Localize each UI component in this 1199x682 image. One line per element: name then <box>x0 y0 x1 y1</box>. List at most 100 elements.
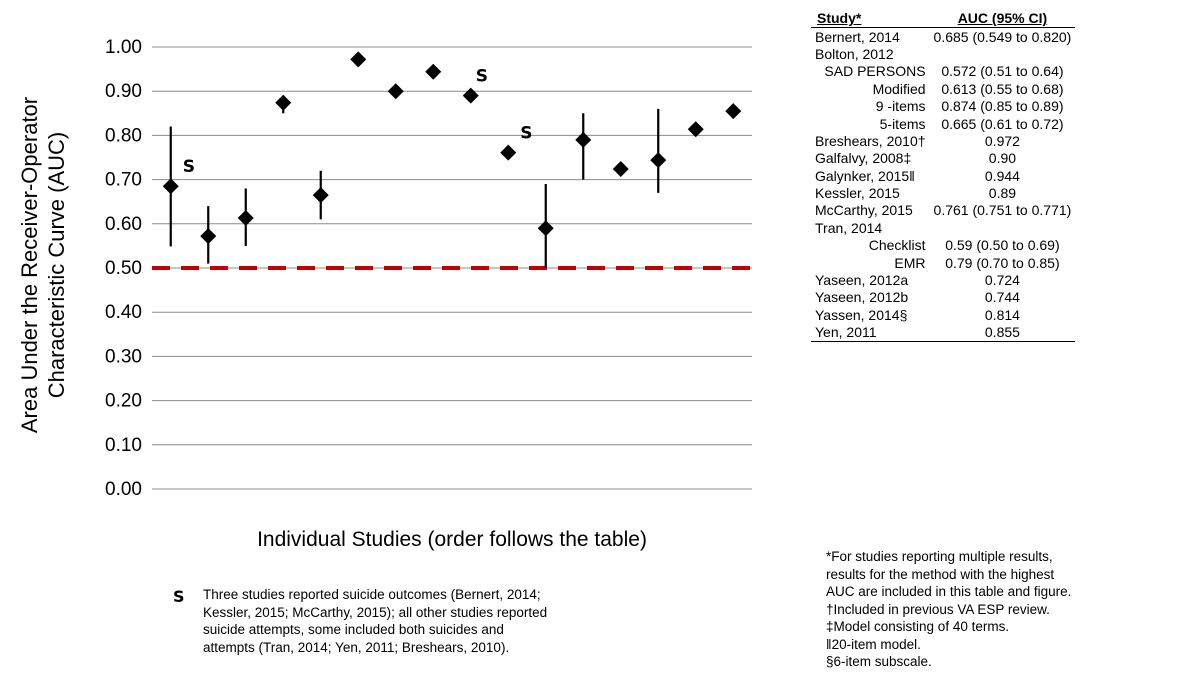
table-cell-auc: 0.744 <box>984 289 1020 306</box>
table-cell-study: Galfalvy, 2008‡ <box>815 150 912 167</box>
suicide-note-line: attempts (Tran, 2014; Yen, 2011; Breshea… <box>203 639 510 655</box>
table-cell-auc <box>930 46 1076 63</box>
table-row: Tran, 2014 <box>811 220 1075 237</box>
y-tick-label: 0.30 <box>105 346 142 367</box>
table-row: Yaseen, 2012a 0.724 <box>811 272 1075 289</box>
table-row: EMR 0.79 (0.70 to 0.85) <box>811 254 1075 271</box>
y-tick-label: 0.50 <box>105 258 142 279</box>
table-cell-study: Breshears, 2010† <box>815 132 926 149</box>
y-tick-label: 0.20 <box>105 391 142 412</box>
error-bars <box>169 95 660 268</box>
table-cell-auc: 0.685 (0.549 to 0.820) <box>933 28 1072 45</box>
suicide-note: S Three studies reported suicide outcome… <box>173 586 723 656</box>
data-point-diamond <box>500 144 517 161</box>
table-row: 9 -items 0.874 (0.85 to 0.89) <box>811 98 1075 115</box>
table-cell-auc <box>930 220 1076 237</box>
suicide-note-text: Three studies reported suicide outcomes … <box>203 586 723 656</box>
data-point-diamond <box>387 83 404 100</box>
y-tick-label: 0.80 <box>105 125 142 146</box>
data-point-diamond <box>162 178 179 195</box>
data-point-diamond <box>650 152 667 169</box>
header-study: Study* <box>811 10 930 29</box>
footnote: AUC are included in this table and figur… <box>826 584 1072 599</box>
footnote: results for the method with the highest <box>826 566 1055 582</box>
table-cell-auc: 0.89 <box>988 185 1017 202</box>
table-cell-study: McCarthy, 2015 <box>815 202 913 219</box>
table-cell-study: Bernert, 2014 <box>815 28 900 45</box>
data-points <box>162 51 742 245</box>
table-row: Galynker, 2015‖ 0.944 <box>811 168 1075 185</box>
footnotes: *For studies reporting multiple results,… <box>826 548 1071 671</box>
y-tick-label: 1.00 <box>105 37 142 58</box>
y-tick-label: 0.40 <box>105 302 142 323</box>
y-axis-label-line-1: Area Under the Receiver-Operator <box>17 96 42 434</box>
table-cell-study: Galynker, 2015‖ <box>815 167 915 184</box>
table-cell-study: Yen, 2011 <box>811 324 930 343</box>
data-point-diamond <box>725 103 742 120</box>
y-tick-label: 0.10 <box>105 435 142 456</box>
table-row: Yassen, 2014§ 0.814 <box>811 307 1075 324</box>
data-point-diamond <box>312 187 329 204</box>
footnote: §6-item subscale. <box>826 654 932 669</box>
table-cell-auc: 0.972 <box>984 132 1020 149</box>
footnote: ‖20-item model. <box>826 636 921 652</box>
footnote: †Included in previous VA ESP review. <box>826 601 1050 617</box>
table-cell-study: SAD PERSONS <box>824 63 926 80</box>
table-cell-auc: 0.874 (0.85 to 0.89) <box>941 98 1064 115</box>
suicide-note-line: Kessler, 2015; McCarthy, 2015); all othe… <box>203 604 548 620</box>
table-cell-study: Yaseen, 2012b <box>815 289 909 306</box>
table-row: McCarthy, 2015 0.761 (0.751 to 0.771) <box>811 202 1075 219</box>
table-row: Checklist 0.59 (0.50 to 0.69) <box>811 237 1075 254</box>
table-row: SAD PERSONS 0.572 (0.51 to 0.64) <box>811 63 1075 80</box>
table-cell-study: Checklist <box>868 237 926 254</box>
suicide-label: S <box>476 67 488 87</box>
table-cell-study: Yassen, 2014§ <box>815 306 908 323</box>
header-auc: AUC (95% CI) <box>929 10 1076 29</box>
suicide-note-line: suicide attempts, some included both sui… <box>203 622 504 637</box>
table-cell-study: Kessler, 2015 <box>815 185 900 202</box>
suicide-note-symbol: S <box>173 587 185 606</box>
data-point-diamond <box>462 87 479 104</box>
y-tick-label: 0.00 <box>105 479 142 500</box>
y-tick-label: 0.60 <box>105 214 142 235</box>
table-cell-study: 9 -items <box>875 98 926 115</box>
table-cell-auc: 0.90 <box>988 150 1017 167</box>
suicide-label: S <box>520 124 532 144</box>
table-cell-study: Modified <box>872 80 926 97</box>
footnote: ‡Model consisting of 40 terms. <box>826 619 1010 634</box>
data-point-diamond <box>275 94 292 111</box>
footnote: *For studies reporting multiple results, <box>826 549 1053 564</box>
data-point-diamond <box>537 220 554 237</box>
table-cell-auc: 0.855 <box>929 324 1076 343</box>
table-cell-study: Yaseen, 2012a <box>815 272 909 289</box>
data-point-diamond <box>687 121 704 138</box>
data-point-diamond <box>425 63 442 80</box>
x-axis-label: Individual Studies (order follows the ta… <box>257 528 647 551</box>
y-axis-label-line-2: Characteristic Curve (AUC) <box>44 131 69 399</box>
table-row: Bernert, 2014 0.685 (0.549 to 0.820) <box>811 28 1075 46</box>
y-axis-label: Area Under the Receiver-Operator Charact… <box>8 30 78 500</box>
table-cell-auc: 0.59 (0.50 to 0.69) <box>945 237 1060 254</box>
table-cell-auc: 0.79 (0.70 to 0.85) <box>945 254 1060 271</box>
y-tick-labels: 0.00 0.10 0.20 0.30 0.40 0.50 0.60 0.70 0.80 0.90… <box>105 37 142 500</box>
suicide-labels: S S S <box>183 67 533 178</box>
y-tick-label: 0.70 <box>105 170 142 191</box>
table-cell-auc: 0.613 (0.55 to 0.68) <box>941 80 1064 97</box>
table-header-row: Study* AUC (95% CI) <box>811 10 1076 29</box>
table-cell-auc: 0.665 (0.61 to 0.72) <box>941 115 1064 132</box>
table-cell-auc: 0.944 <box>984 167 1020 184</box>
table-cell-auc: 0.814 <box>984 306 1020 323</box>
table-cell-auc: 0.761 (0.751 to 0.771) <box>933 202 1072 219</box>
table-cell-auc: 0.572 (0.51 to 0.64) <box>941 63 1064 80</box>
suicide-note-line: Three studies reported suicide outcomes … <box>203 587 541 602</box>
table-row: Breshears, 2010† 0.972 <box>811 133 1075 150</box>
table-cell-study: Tran, 2014 <box>815 219 883 236</box>
table-row: Kessler, 2015 0.89 <box>811 185 1075 202</box>
data-point-diamond <box>575 131 592 148</box>
table-row: Yaseen, 2012b 0.744 <box>811 289 1075 306</box>
table-row: Galfalvy, 2008‡ 0.90 <box>811 150 1075 167</box>
table-body: Bernert, 2014 0.685 (0.549 to 0.820) Bolto… <box>811 28 1076 343</box>
table-row: Bolton, 2012 <box>811 46 1075 63</box>
table-cell-auc: 0.724 <box>984 272 1020 289</box>
data-point-diamond <box>237 210 254 227</box>
